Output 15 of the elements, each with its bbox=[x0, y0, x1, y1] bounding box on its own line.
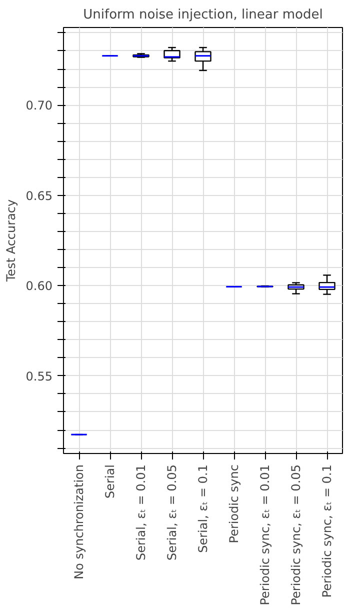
y-tick-label: 0.70 bbox=[26, 98, 52, 113]
y-tick-label: 0.60 bbox=[26, 279, 52, 294]
x-tick-label: Periodic sync, εₜ = 0.1 bbox=[320, 464, 334, 598]
x-tick-label: Serial, εₜ = 0.01 bbox=[134, 464, 148, 561]
chart-title: Uniform noise injection, linear model bbox=[83, 8, 323, 22]
y-axis-title: Test Accuracy bbox=[4, 199, 18, 283]
y-tick-label: 0.55 bbox=[26, 369, 52, 384]
x-tick-label: No synchronization bbox=[72, 464, 86, 580]
x-tick-label: Serial bbox=[103, 464, 117, 498]
x-tick-label: Periodic sync, εₜ = 0.05 bbox=[289, 464, 303, 606]
x-tick-label: Periodic sync, εₜ = 0.01 bbox=[258, 464, 272, 606]
x-tick-label: Serial, εₜ = 0.05 bbox=[165, 464, 179, 561]
y-tick-label: 0.65 bbox=[26, 188, 52, 203]
x-tick-label: Serial, εₜ = 0.1 bbox=[196, 464, 210, 553]
x-tick-label: Periodic sync bbox=[227, 464, 241, 544]
